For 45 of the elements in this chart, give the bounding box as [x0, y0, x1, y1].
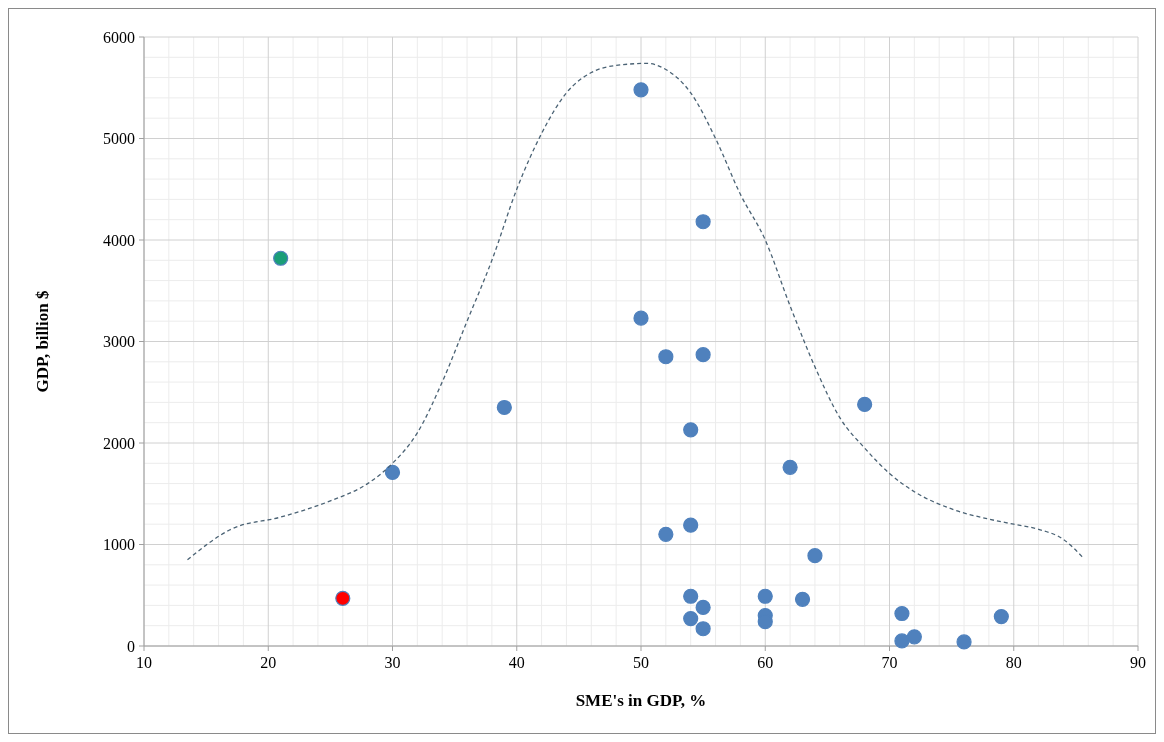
y-tick-label: 4000	[103, 231, 135, 249]
point	[794, 591, 811, 607]
point	[993, 608, 1009, 625]
y-tick-label: 2000	[103, 434, 135, 452]
x-tick-label: 70	[881, 654, 898, 671]
point	[683, 611, 699, 627]
y-tick-label: 0	[127, 637, 135, 655]
x-tick-label: 60	[757, 654, 774, 671]
point	[956, 634, 972, 650]
point	[633, 310, 649, 326]
x-tick-label: 30	[384, 654, 401, 671]
point	[807, 548, 823, 564]
point	[857, 396, 873, 413]
point	[384, 464, 401, 481]
point	[757, 588, 773, 604]
x-tick-label: 80	[1005, 654, 1022, 671]
point	[695, 214, 711, 230]
x-tick-label: 90	[1130, 654, 1146, 671]
point	[894, 605, 910, 622]
point	[683, 422, 699, 438]
point	[335, 590, 351, 606]
x-axis-title: SME's in GDP, %	[575, 691, 707, 710]
point	[695, 621, 711, 637]
y-tick-label: 5000	[103, 130, 135, 148]
point	[782, 459, 798, 475]
x-tick-label: 10	[136, 654, 152, 671]
point	[894, 633, 910, 649]
point	[273, 250, 289, 266]
x-tick-label: 50	[633, 654, 649, 671]
y-tick-label: 6000	[103, 28, 135, 46]
line-series	[186, 62, 1083, 561]
point	[633, 82, 649, 98]
point	[658, 526, 674, 542]
x-tick-label: 40	[508, 654, 525, 671]
point	[906, 629, 922, 645]
point	[658, 349, 674, 365]
point	[683, 588, 699, 604]
y-axis-title: GDP, billion $	[33, 290, 52, 393]
y-tick-label: 3000	[103, 333, 135, 351]
point	[683, 517, 699, 533]
y-tick-label: 1000	[103, 536, 135, 554]
point	[695, 599, 711, 616]
point	[496, 399, 512, 416]
x-tick-label: 20	[260, 654, 277, 671]
point	[695, 347, 711, 363]
